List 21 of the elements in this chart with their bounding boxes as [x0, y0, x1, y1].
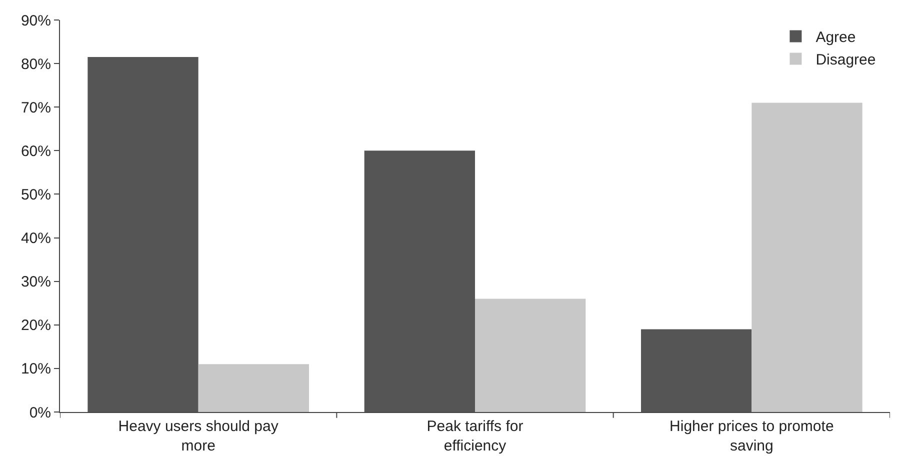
y-tick-label: 80%	[20, 56, 51, 73]
bar	[641, 329, 752, 412]
x-tick-label: Higher prices to promote saving	[670, 418, 834, 454]
bar	[88, 57, 198, 412]
y-tick-label: 10%	[20, 360, 51, 378]
x-tick-label: Heavy users should pay more	[118, 418, 279, 454]
legend-label: Disagree	[816, 52, 876, 69]
y-tick-label: 0%	[29, 404, 51, 422]
y-tick-label: 70%	[20, 99, 51, 116]
bar	[198, 364, 309, 412]
bar	[752, 102, 862, 412]
y-tick-label: 60%	[20, 142, 51, 160]
x-tick-label: Peak tariffs for efficiency	[426, 418, 524, 454]
y-tick-label: 50%	[20, 186, 51, 204]
y-tick-label: 30%	[20, 274, 51, 291]
y-tick-label: 40%	[20, 230, 51, 248]
legend-label: Agree	[816, 29, 856, 46]
bar	[364, 150, 475, 412]
bar	[475, 298, 586, 412]
y-tick-label: 90%	[20, 12, 51, 30]
y-tick-label: 20%	[20, 317, 51, 334]
